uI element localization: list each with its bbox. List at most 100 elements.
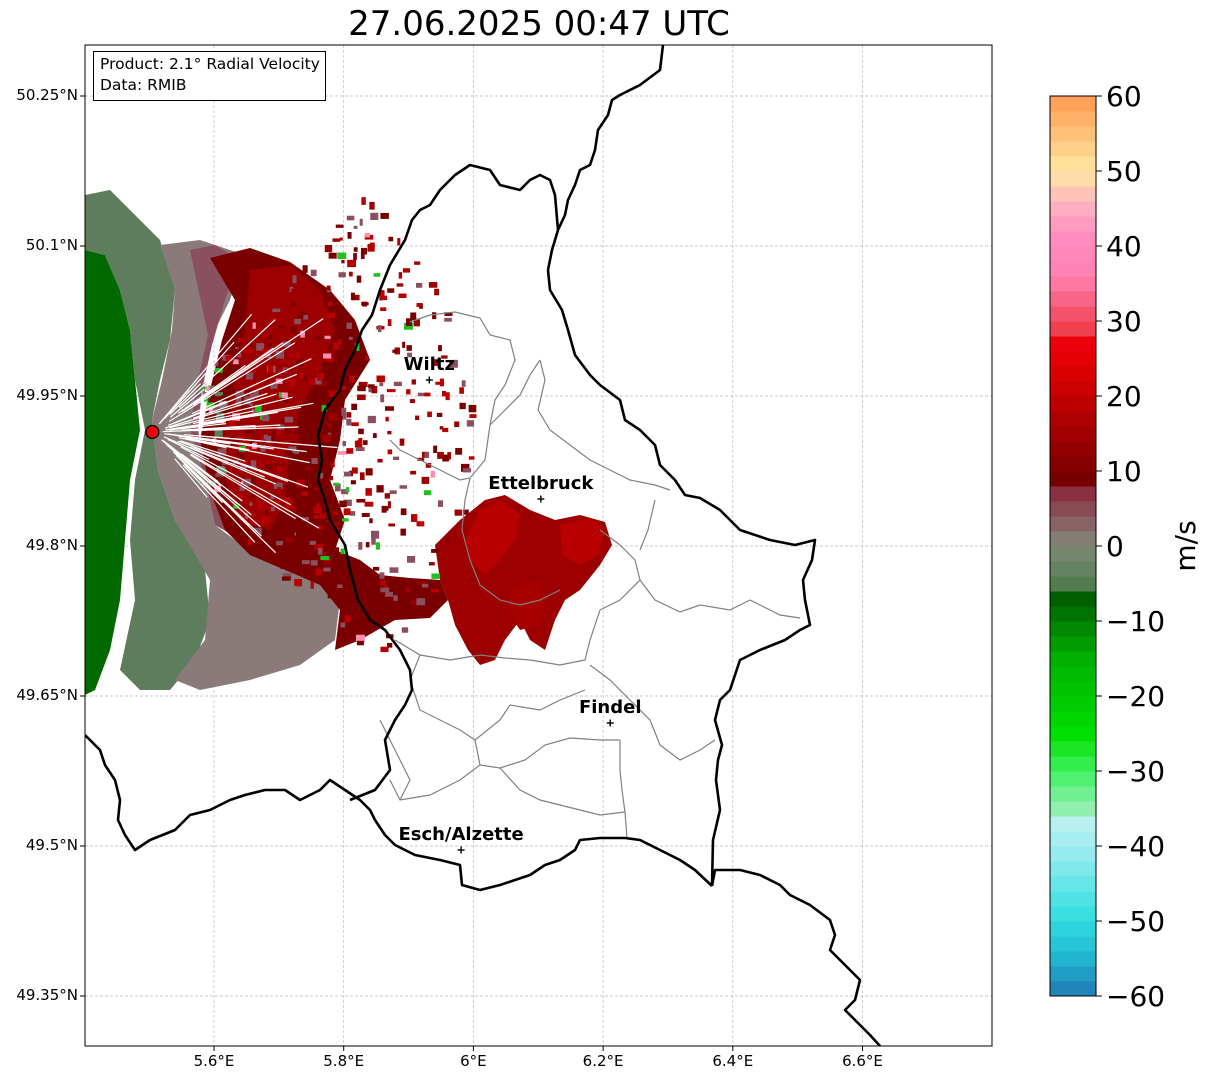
inbound-echo-dark: [85, 250, 140, 695]
colorbar-band: [1050, 906, 1096, 922]
echo-speckle: [291, 288, 296, 296]
axis-ticks: [80, 95, 863, 1051]
echo-speckle: [327, 301, 333, 307]
echo-speckle: [404, 322, 413, 330]
echo-speckle: [350, 511, 356, 516]
echo-speckle: [237, 338, 243, 343]
colorbar-band: [1050, 201, 1096, 217]
echo-speckle: [215, 473, 224, 477]
echo-speckle: [280, 564, 290, 569]
echo-speckle: [364, 501, 374, 507]
city-markers: Wiltz Ettelbruck Findel Esch/Alzette: [398, 354, 642, 854]
echo-speckle: [195, 479, 203, 483]
echo-speckle: [265, 460, 270, 464]
echo-speckle: [416, 521, 425, 527]
echo-speckle: [332, 238, 341, 242]
echo-speckle: [296, 479, 305, 488]
echo-gap: [199, 402, 314, 425]
echo-speckle: [343, 471, 352, 477]
echo-speckle: [270, 436, 275, 442]
echo-speckle: [295, 498, 299, 503]
echo-speckle: [285, 485, 291, 492]
echo-speckle: [396, 283, 404, 287]
echo-speckle: [214, 392, 223, 397]
echo-speckle: [327, 594, 336, 599]
echo-speckle: [261, 457, 266, 465]
outbound-echo-strong: [560, 518, 605, 565]
echo-speckle: [311, 458, 318, 465]
echo-speckle: [260, 435, 265, 442]
echo-speckle: [367, 607, 372, 611]
echo-speckle: [365, 542, 370, 548]
echo-gap: [180, 453, 219, 483]
echo-speckle: [289, 433, 299, 442]
echo-speckle: [226, 431, 233, 440]
colorbar-tick-label: 60: [1106, 80, 1142, 113]
echo-speckle: [302, 265, 308, 273]
echo-speckle: [468, 404, 477, 413]
echo-speckle: [330, 350, 334, 358]
echo-speckle: [338, 451, 347, 455]
echo-gap: [162, 427, 257, 433]
colorbar-band: [1050, 321, 1096, 337]
echo-speckle: [245, 404, 250, 409]
echo-speckle: [442, 427, 449, 433]
colorbar-band: [1050, 786, 1096, 802]
echo-speckle: [423, 490, 432, 496]
lat-tick-label: 50.1°N: [25, 236, 78, 254]
echo-gap: [177, 364, 246, 414]
outbound-weak-echo: [190, 245, 250, 545]
lon-tick-label: 6.2°E: [582, 1052, 624, 1070]
echo-speckle: [304, 466, 312, 471]
colorbar-band: [1050, 231, 1096, 247]
echo-speckle: [351, 403, 358, 410]
echo-speckle: [340, 622, 346, 628]
echo-speckle: [263, 434, 268, 440]
echo-speckle: [373, 273, 381, 277]
echo-speckle: [229, 420, 237, 428]
echo-speckle: [338, 385, 347, 391]
echo-speckle: [379, 295, 388, 301]
echo-speckle: [339, 500, 347, 508]
echo-speckle: [380, 307, 387, 312]
echo-speckle: [266, 354, 272, 359]
echo-speckle: [350, 292, 355, 301]
echo-speckle: [300, 330, 305, 338]
echo-speckle: [376, 375, 385, 383]
echo-speckle: [244, 345, 252, 353]
echo-speckle: [367, 244, 375, 252]
echo-speckle: [346, 448, 354, 454]
echo-speckle: [350, 480, 356, 485]
colorbar-tick-label: −40: [1106, 830, 1165, 863]
colorbar-band: [1050, 951, 1096, 967]
echo-speckle: [282, 341, 291, 347]
echo-speckle: [277, 465, 283, 473]
echo-speckle: [428, 282, 438, 288]
echo-gap: [193, 343, 286, 405]
echo-gap: [159, 313, 253, 424]
echo-speckle: [262, 516, 270, 524]
colorbar-band: [1050, 966, 1096, 982]
product-label: Product: 2.1° Radial Velocity: [100, 55, 320, 73]
echo-gap: [189, 446, 265, 478]
echo-speckle: [347, 231, 352, 239]
echo-speckle: [360, 253, 365, 260]
colorbar-tick-label: −30: [1106, 755, 1165, 788]
echo-speckle: [314, 544, 324, 551]
echo-speckle: [398, 272, 403, 279]
lon-tick-label: 5.6°E: [193, 1052, 235, 1070]
echo-speckle: [214, 361, 219, 366]
colorbar-band: [1050, 141, 1096, 157]
echo-gap: [190, 453, 320, 529]
echo-gap: [192, 410, 254, 425]
echo-speckle: [219, 468, 227, 474]
echo-speckle: [399, 485, 408, 489]
echo-speckle: [233, 447, 241, 453]
colorbar-band: [1050, 921, 1096, 937]
echo-speckle: [326, 422, 332, 428]
echo-speckle: [265, 435, 272, 444]
echo-speckle: [249, 502, 253, 506]
echo-speckle: [319, 513, 326, 519]
echo-speckle: [345, 487, 350, 493]
echo-speckle: [293, 383, 299, 388]
